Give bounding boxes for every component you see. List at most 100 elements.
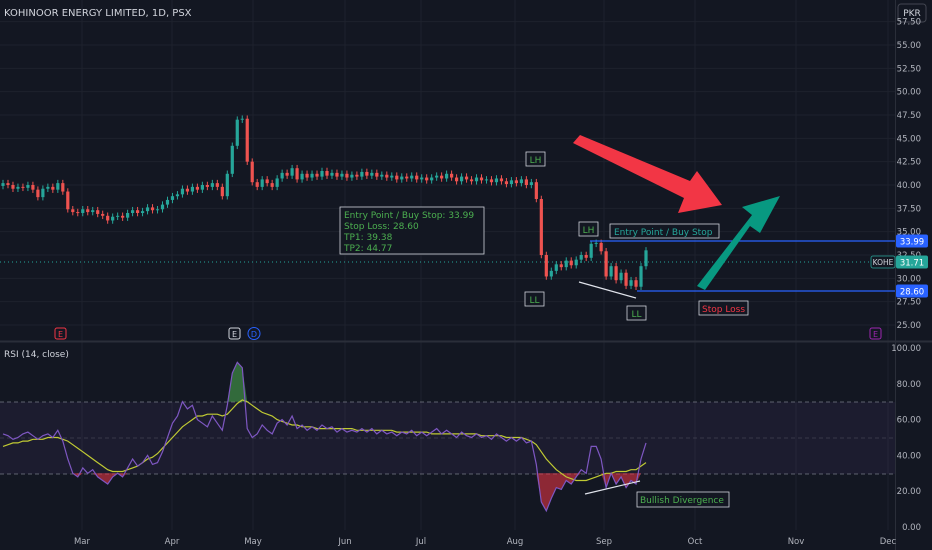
candle-body xyxy=(280,172,284,179)
candle-body xyxy=(509,180,514,185)
earnings-marker-1[interactable]: E xyxy=(54,327,67,340)
rsi-tick-label: 0.00 xyxy=(902,523,921,533)
dividend-marker[interactable]: D xyxy=(247,327,261,340)
price-tick-label: 57.50 xyxy=(897,18,921,28)
entry-label-box[interactable]: Entry Point / Buy Stop xyxy=(609,223,720,239)
price-tick-label: 30.00 xyxy=(897,274,921,284)
candle-body xyxy=(569,260,573,266)
candle-body xyxy=(305,173,309,178)
price-lower-low-line[interactable] xyxy=(578,281,637,299)
candle-body xyxy=(265,179,269,184)
info-line-stop: Stop Loss: 28.60 xyxy=(344,222,419,232)
lh-marker-1[interactable]: LH xyxy=(525,151,546,167)
candle-body xyxy=(350,174,354,178)
candle-body xyxy=(584,255,588,258)
info-line-tp2: TP2: 44.77 xyxy=(343,244,392,254)
candle-body xyxy=(225,173,229,197)
divergence-label-box[interactable]: Bullish Divergence xyxy=(636,491,730,508)
rsi-tick-label: 20.00 xyxy=(897,487,921,497)
currency-button[interactable] xyxy=(897,3,927,23)
rsi-tick-label: 60.00 xyxy=(897,416,921,426)
earnings-marker-2[interactable]: E xyxy=(228,327,241,340)
candle-body xyxy=(71,209,75,213)
candle-body xyxy=(195,186,199,190)
candle-body xyxy=(445,173,449,179)
ll-label-2: LL xyxy=(631,310,641,320)
candle-body xyxy=(579,255,583,260)
candle-body xyxy=(86,209,90,213)
candle-body xyxy=(534,182,538,199)
candle-body xyxy=(425,177,429,181)
price-tick-label: 35.00 xyxy=(897,228,921,238)
candle-body xyxy=(599,242,603,252)
grid xyxy=(0,0,895,530)
entry-price-value: 33.99 xyxy=(900,238,924,248)
candle-body xyxy=(559,264,563,268)
candle-body xyxy=(440,175,444,179)
candle-body xyxy=(170,196,175,200)
rsi-oversold-fill xyxy=(72,473,83,477)
candle-body xyxy=(365,171,369,176)
rsi-oversold-fill xyxy=(601,473,612,488)
price-tick-label: 25.00 xyxy=(897,321,921,331)
candle-body xyxy=(644,250,648,267)
candle-body xyxy=(46,186,50,189)
time-tick-label: Jun xyxy=(337,537,351,547)
entry-price-tag: 33.99 xyxy=(896,234,928,248)
candle-body xyxy=(135,210,140,213)
candle-body xyxy=(594,242,598,244)
candle-body xyxy=(474,177,479,182)
candle-body xyxy=(260,179,264,187)
trade-info-box[interactable]: Entry Point / Buy Stop: 33.99 Stop Loss:… xyxy=(339,206,485,255)
candle-body xyxy=(504,181,509,185)
ll-marker-2[interactable]: LL xyxy=(626,305,647,321)
ll-marker-1[interactable]: LL xyxy=(524,291,545,307)
candle-body xyxy=(554,264,558,271)
info-line-entry: Entry Point / Buy Stop: 33.99 xyxy=(344,211,474,221)
candle-body xyxy=(245,118,249,162)
candle-body xyxy=(155,209,160,211)
rsi-divergence-line[interactable] xyxy=(584,480,641,495)
candle-body xyxy=(544,255,548,277)
divergence-label: Bullish Divergence xyxy=(640,496,724,506)
time-tick-label: Dec xyxy=(880,537,897,547)
candle-body xyxy=(130,210,135,213)
earnings-marker-3-label: E xyxy=(873,330,878,339)
candle-body xyxy=(106,215,110,221)
info-line-tp1: TP1: 39.38 xyxy=(343,233,393,243)
rsi-tick-label: 80.00 xyxy=(897,380,921,390)
candle-body xyxy=(230,145,234,174)
candle-body xyxy=(295,168,299,180)
candles xyxy=(1,115,648,290)
candle-body xyxy=(400,176,404,180)
time-axis[interactable]: Mar Apr May Jun Jul Aug Sep Oct Nov Dec xyxy=(74,537,897,547)
stop-label: Stop Loss xyxy=(702,305,745,315)
candle-body xyxy=(275,178,279,187)
candle-body xyxy=(574,259,578,266)
candle-body xyxy=(355,174,359,177)
rsi-axis[interactable]: 100.00 80.00 60.00 40.00 20.00 0.00 xyxy=(891,344,921,533)
candle-body xyxy=(524,179,528,185)
candle-body xyxy=(549,270,553,277)
candle-body xyxy=(200,185,204,190)
candle-body xyxy=(31,185,35,190)
candle-body xyxy=(240,118,244,120)
earnings-marker-3[interactable]: E xyxy=(869,327,882,340)
candle-body xyxy=(494,178,499,183)
candle-body xyxy=(335,172,339,177)
candle-body xyxy=(41,188,45,198)
candle-body xyxy=(145,207,150,212)
candle-body xyxy=(111,216,115,221)
rsi-indicator-label[interactable]: RSI (14, close) xyxy=(4,350,69,360)
stop-label-box[interactable]: Stop Loss xyxy=(698,300,749,316)
candle-body xyxy=(385,174,389,178)
candle-body xyxy=(410,175,414,179)
lh-marker-2[interactable]: LH xyxy=(578,221,599,237)
time-tick-label: Mar xyxy=(74,537,91,547)
rsi-oversold-fill xyxy=(117,473,128,477)
candle-body xyxy=(499,178,504,182)
price-tick-label: 42.50 xyxy=(897,158,921,168)
candle-body xyxy=(325,171,329,176)
candle-body xyxy=(395,175,399,180)
